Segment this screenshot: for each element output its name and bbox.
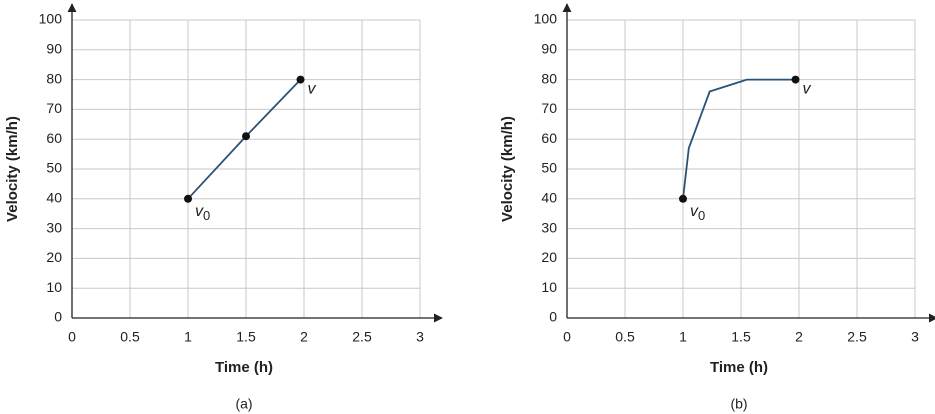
y-tick-label: 20 <box>541 249 557 265</box>
x-axis-label: Time (h) <box>710 359 768 376</box>
chart: 0 10 20 30 40 50 60 70 80 90 100 0 0.5 1 1.5 2 2.5 3 Time … <box>4 3 443 412</box>
y-tick-label: 100 <box>39 11 63 27</box>
y-tick-label: 80 <box>46 70 62 86</box>
y-tick-label: 0 <box>549 309 557 325</box>
data-point <box>242 132 250 141</box>
y-tick-label: 70 <box>46 100 62 116</box>
x-tick-label: 1.5 <box>731 329 751 345</box>
data-point <box>184 194 192 203</box>
point-label: v0 <box>195 203 210 223</box>
x-tick-label: 1 <box>679 329 687 345</box>
y-tick-label: 70 <box>541 100 557 116</box>
x-tick-label: 3 <box>911 329 919 345</box>
point-label: v0 <box>690 203 705 223</box>
y-tick-label: 30 <box>46 219 62 235</box>
point-label-sub: 0 <box>203 208 210 223</box>
data-point <box>679 194 687 203</box>
data-point <box>296 75 305 84</box>
y-tick-label: 50 <box>541 160 557 176</box>
x-tick-label: 2.5 <box>847 329 867 345</box>
caption: (b) <box>730 396 747 412</box>
y-tick-label: 80 <box>541 70 557 86</box>
x-tick-label: 2 <box>300 329 308 345</box>
x-axis-label: Time (h) <box>215 359 273 376</box>
x-tick-label: 0.5 <box>120 329 140 345</box>
caption: (a) <box>235 396 252 412</box>
point-label-text: v <box>195 203 204 220</box>
y-tick-label: 90 <box>541 41 557 57</box>
y-tick-label: 40 <box>46 190 62 206</box>
x-tick-label: 0 <box>68 329 76 345</box>
y-tick-label: 60 <box>46 130 62 146</box>
x-tick-label: 1 <box>184 329 192 345</box>
y-tick-label: 90 <box>46 41 62 57</box>
point-label-text: v <box>690 203 699 220</box>
chart: 0 10 20 30 40 50 60 70 80 90 100 0 0.5 1 1.5 2 2.5 3 Time … <box>499 3 935 412</box>
point-label-sub: 0 <box>698 208 705 223</box>
x-tick-label: 3 <box>416 329 424 345</box>
data-line <box>682 78 796 199</box>
x-tick-label: 0 <box>563 329 571 345</box>
y-axis-label: Velocity (km/h) <box>4 116 21 222</box>
x-tick-label: 0.5 <box>615 329 635 345</box>
y-tick-label: 100 <box>534 11 558 27</box>
y-tick-label: 20 <box>46 249 62 265</box>
point-label-text: v <box>308 81 317 98</box>
point-label: v <box>803 81 812 98</box>
y-tick-label: 30 <box>541 219 557 235</box>
x-tick-label: 2 <box>795 329 803 345</box>
y-tick-label: 0 <box>54 309 62 325</box>
y-tick-label: 10 <box>46 279 62 295</box>
y-axis-label: Velocity (km/h) <box>499 116 516 222</box>
x-tick-label: 2.5 <box>352 329 372 345</box>
x-tick-label: 1.5 <box>236 329 256 345</box>
y-tick-label: 10 <box>541 279 557 295</box>
y-tick-label: 50 <box>46 160 62 176</box>
y-tick-label: 60 <box>541 130 557 146</box>
point-label: v <box>308 81 317 98</box>
data-point <box>791 75 800 84</box>
point-label-text: v <box>803 81 812 98</box>
y-tick-label: 40 <box>541 190 557 206</box>
